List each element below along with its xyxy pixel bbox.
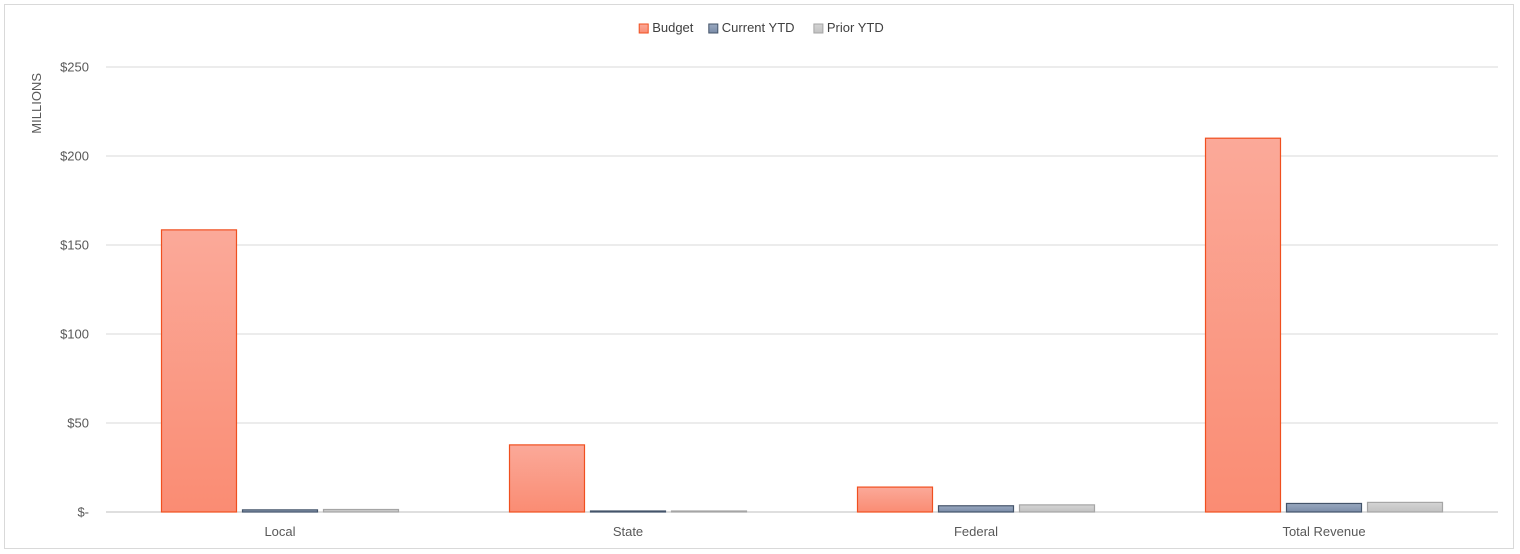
legend-item: Prior YTD: [813, 20, 884, 35]
bar-local-prior-ytd: [322, 508, 400, 513]
bar-state-current-ytd: [589, 510, 667, 513]
x-tick-label: State: [613, 524, 643, 539]
legend-label: Budget: [652, 20, 694, 35]
y-tick-label: $200: [60, 149, 89, 164]
bar-federal-current-ytd: [937, 505, 1015, 513]
y-tick-label: $100: [60, 327, 89, 342]
bar-federal-budget: [856, 486, 934, 513]
bar-total-revenue-current-ytd: [1285, 502, 1363, 513]
x-tick-label: Total Revenue: [1282, 524, 1365, 539]
bar-total-revenue-budget: [1204, 137, 1282, 513]
y-tick-label: $50: [67, 416, 89, 431]
x-axis-ticks: Local State Federal Total Revenue: [264, 524, 1365, 539]
legend-item: Current YTD: [708, 20, 795, 35]
legend-label: Current YTD: [722, 20, 795, 35]
x-tick-label: Federal: [954, 524, 998, 539]
y-axis-title: MILLIONS: [29, 73, 44, 134]
chart-area: $- $50 $100 $150 $200 $250 Local State Federal T…: [4, 4, 1514, 549]
legend-item: Budget: [638, 20, 694, 35]
gridlines: [106, 66, 1498, 513]
legend-label: Prior YTD: [827, 20, 884, 35]
x-tick-label: Local: [264, 524, 295, 539]
bar-local-budget: [160, 229, 238, 513]
legend-swatch: [813, 23, 824, 34]
legend-swatch: [638, 23, 649, 34]
y-tick-label: $150: [60, 238, 89, 253]
y-axis-ticks: $- $50 $100 $150 $200 $250: [60, 60, 89, 520]
bar-chart: $- $50 $100 $150 $200 $250 Local State Federal T…: [29, 20, 1498, 539]
bar-federal-prior-ytd: [1018, 504, 1096, 513]
bar-state-budget: [508, 444, 586, 513]
bars: [160, 137, 1444, 513]
legend: Budget Current YTD Prior YTD: [638, 20, 884, 35]
y-tick-label: $-: [77, 505, 89, 520]
bar-state-prior-ytd: [670, 510, 748, 513]
legend-swatch: [708, 23, 719, 34]
y-tick-label: $250: [60, 60, 89, 75]
bar-total-revenue-prior-ytd: [1366, 501, 1444, 513]
bar-local-current-ytd: [241, 509, 319, 513]
